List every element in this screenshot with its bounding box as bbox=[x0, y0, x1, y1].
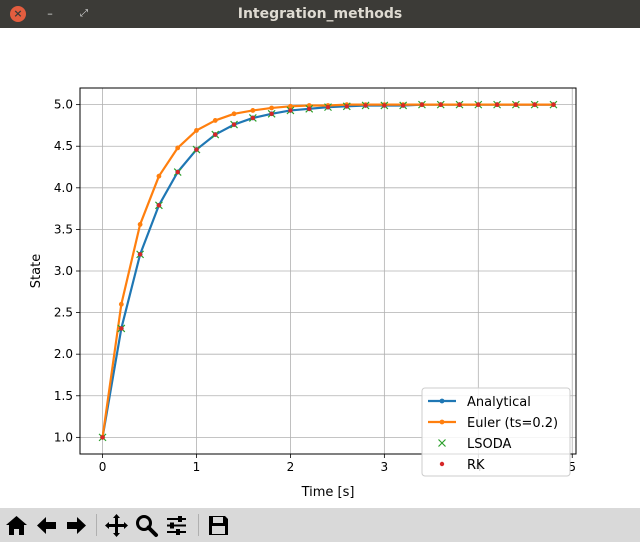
rk-point bbox=[100, 435, 105, 440]
navigation-toolbar bbox=[0, 508, 640, 542]
y-axis-label: State bbox=[29, 254, 44, 288]
move-icon[interactable] bbox=[104, 513, 129, 538]
arrow-left-icon[interactable] bbox=[34, 513, 59, 538]
y-tick-label: 4.5 bbox=[54, 139, 73, 153]
maximize-icon[interactable]: ⤢ bbox=[80, 8, 88, 19]
y-tick-label: 3.5 bbox=[54, 222, 73, 236]
rk-point bbox=[419, 102, 425, 107]
window-titlebar: × – ⤢ Integration_methods bbox=[0, 0, 640, 28]
x-tick-label: 1 bbox=[193, 460, 201, 474]
legend: Analytical Euler (ts=0.2) LSODA RK bbox=[421, 387, 571, 477]
rk-point bbox=[494, 102, 500, 107]
close-icon[interactable]: × bbox=[10, 6, 26, 22]
rk-point bbox=[156, 203, 162, 208]
x-axis-label: Time [s] bbox=[301, 485, 355, 500]
euler-ts-0-2-point bbox=[156, 173, 162, 179]
sliders-icon[interactable] bbox=[164, 513, 189, 538]
y-tick-label: 3.0 bbox=[54, 264, 73, 278]
rk-point bbox=[457, 102, 462, 107]
legend-marker bbox=[439, 398, 445, 404]
euler-ts-0-2-point bbox=[288, 103, 293, 109]
euler-ts-0-2-point bbox=[137, 222, 143, 227]
rk-point bbox=[119, 326, 124, 331]
rk-point bbox=[382, 103, 387, 108]
y-tick-label: 1.5 bbox=[54, 389, 73, 403]
arrow-right-icon[interactable] bbox=[64, 513, 89, 538]
minimize-icon[interactable]: – bbox=[47, 7, 53, 20]
rk-point bbox=[213, 132, 218, 137]
legend-marker bbox=[439, 419, 445, 425]
euler-ts-0-2-point bbox=[212, 118, 218, 123]
magnifier-icon[interactable] bbox=[134, 513, 159, 538]
rk-point bbox=[438, 102, 443, 107]
rk-point bbox=[400, 103, 406, 108]
legend-marker bbox=[439, 461, 445, 467]
y-tick-label: 4.0 bbox=[54, 181, 73, 195]
window-title: Integration_methods bbox=[237, 6, 403, 22]
toolbar-separator bbox=[96, 514, 97, 536]
rk-point bbox=[231, 122, 237, 127]
y-tick-label: 1.0 bbox=[54, 430, 73, 444]
legend-label: LSODA bbox=[467, 437, 512, 452]
rk-point bbox=[307, 106, 312, 111]
x-tick-label: 3 bbox=[381, 460, 389, 474]
rk-point bbox=[344, 104, 349, 109]
x-tick-label: 2 bbox=[287, 460, 295, 474]
rk-point bbox=[194, 147, 199, 152]
legend-marker bbox=[438, 439, 446, 447]
axes-frame bbox=[79, 87, 577, 455]
euler-ts-0-2-point bbox=[250, 108, 256, 113]
euler-ts-0-2-point bbox=[231, 111, 237, 117]
figure-canvas: 0123451.01.52.02.53.03.54.04.55.0 Time [… bbox=[29, 87, 577, 500]
euler-ts-0-2-point bbox=[269, 105, 275, 111]
y-tick-label: 5.0 bbox=[54, 98, 73, 112]
rk-point bbox=[250, 115, 256, 121]
rk-point bbox=[288, 108, 293, 113]
rk-point bbox=[476, 102, 481, 107]
euler-ts-0-2-point bbox=[175, 145, 181, 151]
x-tick-label: 0 bbox=[99, 460, 107, 474]
rk-point bbox=[325, 104, 331, 110]
x-tick-label: 5 bbox=[568, 460, 576, 474]
legend-box bbox=[421, 387, 571, 477]
euler-ts-0-2-point bbox=[306, 103, 312, 108]
y-tick-label: 2.5 bbox=[54, 306, 73, 320]
toolbar-separator bbox=[198, 514, 199, 536]
home-icon[interactable] bbox=[4, 513, 29, 538]
euler-ts-0-2-point bbox=[194, 128, 199, 133]
y-tick-label: 2.0 bbox=[54, 347, 73, 361]
floppy-disk-icon[interactable] bbox=[206, 513, 231, 538]
rk-point bbox=[137, 252, 143, 257]
rk-point bbox=[269, 111, 274, 116]
rk-point bbox=[175, 169, 180, 175]
euler-ts-0-2-point bbox=[118, 301, 124, 307]
rk-point bbox=[513, 102, 519, 107]
legend-label: Euler (ts=0.2) bbox=[467, 416, 558, 431]
legend-label: Analytical bbox=[467, 395, 531, 410]
rk-point bbox=[363, 103, 368, 108]
legend-label: RK bbox=[467, 458, 485, 473]
rk-point bbox=[532, 102, 537, 107]
rk-point bbox=[551, 102, 556, 107]
